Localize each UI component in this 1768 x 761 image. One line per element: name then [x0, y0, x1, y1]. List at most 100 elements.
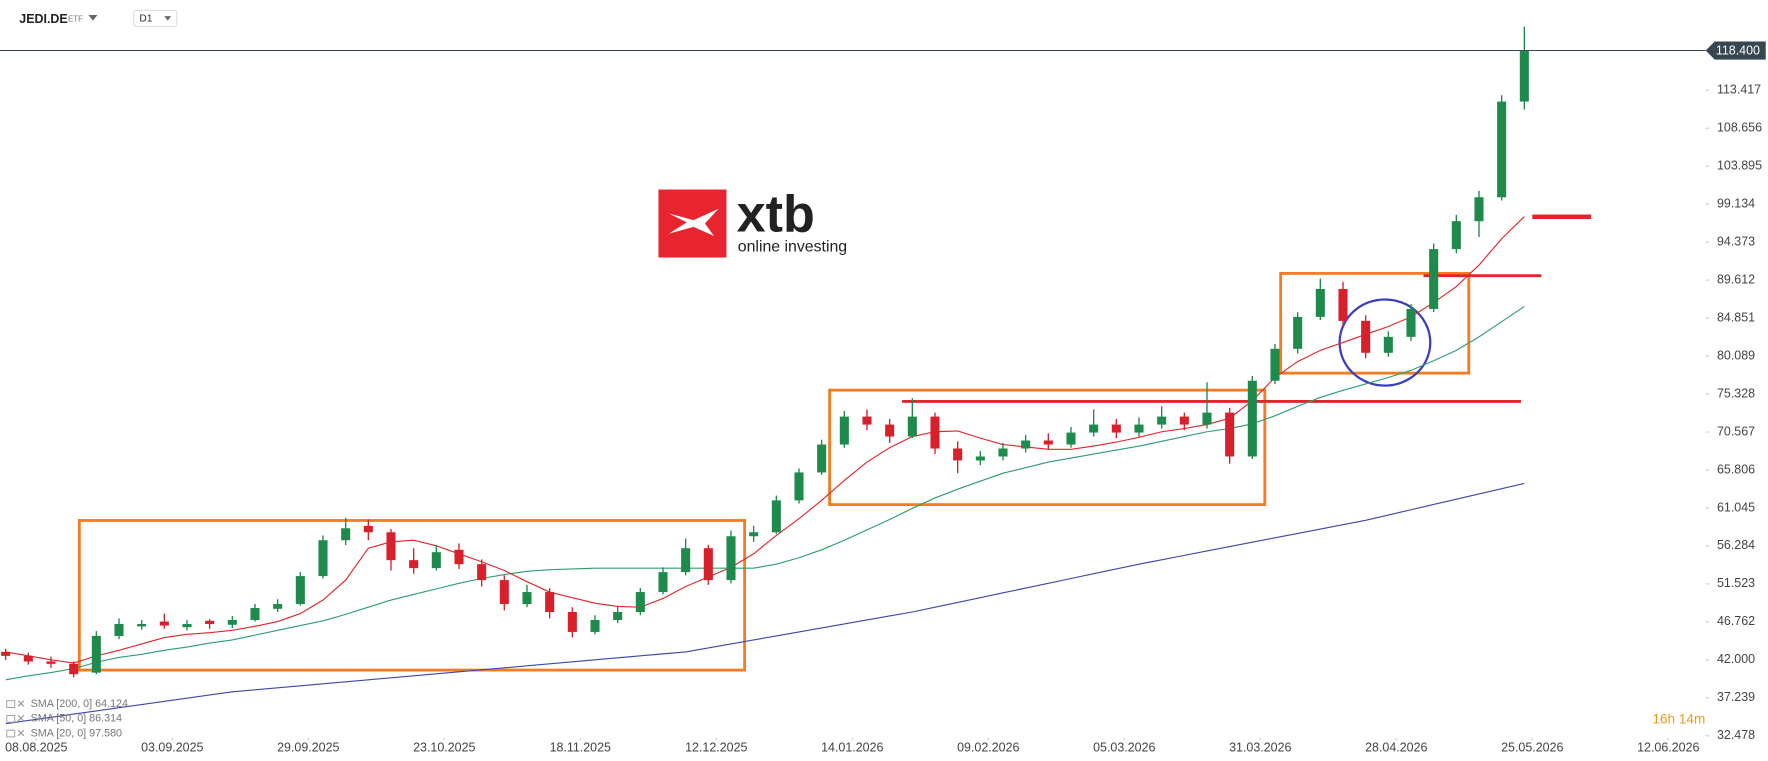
range-box[interactable]	[1279, 271, 1471, 375]
candle-body	[975, 456, 985, 461]
x-tick-label: 05.03.2026	[1093, 741, 1155, 755]
candle-body	[749, 532, 759, 537]
timeframe[interactable]: D1	[139, 14, 152, 25]
y-tick-label: 70.567	[1717, 424, 1755, 438]
candle-body	[567, 612, 577, 632]
candle-body	[386, 532, 396, 561]
candle-body	[1111, 424, 1121, 433]
symbol[interactable]: JEDI.DE	[19, 12, 67, 26]
candle-body	[1497, 101, 1507, 198]
legend-close	[17, 729, 25, 737]
candle-body	[91, 635, 101, 673]
highlight-circle[interactable]	[1338, 298, 1432, 387]
candle-body	[1338, 288, 1348, 321]
candle-body	[431, 552, 441, 569]
candle-body	[635, 592, 645, 613]
annotations	[77, 214, 1592, 672]
y-tick-label: 42.000	[1717, 652, 1755, 666]
candle-body	[23, 655, 33, 662]
legend-label[interactable]: SMA [50, 0] 86.314	[31, 713, 122, 725]
candle-body	[1225, 412, 1235, 457]
candle-body	[1293, 316, 1303, 349]
x-tick-label: 03.09.2025	[141, 741, 203, 755]
candle-body	[182, 623, 192, 628]
candle-body	[794, 472, 804, 501]
candle-body	[953, 448, 963, 461]
candle-body	[477, 564, 487, 581]
y-tick-label: 75.328	[1717, 386, 1755, 400]
range-box[interactable]	[77, 519, 747, 672]
candle-body	[454, 549, 464, 565]
candle-body	[930, 416, 940, 449]
y-tick-label: 103.895	[1717, 158, 1762, 172]
x-tick-label: 18.11.2025	[550, 741, 611, 755]
candle-body	[1361, 320, 1371, 353]
x-tick-label: 28.04.2026	[1365, 741, 1427, 755]
timeframe-box[interactable]	[133, 9, 178, 27]
logo-tagline: online investing	[738, 239, 847, 256]
y-tick-label: 94.373	[1717, 234, 1755, 248]
legend-label[interactable]: SMA [20, 0] 97.580	[31, 727, 122, 739]
candle-body	[1066, 432, 1076, 445]
candle-body	[341, 528, 351, 541]
candle-body	[1089, 424, 1099, 433]
price-label: 118.400	[1716, 43, 1760, 57]
y-tick-label: 89.612	[1717, 272, 1755, 286]
candle-body	[318, 540, 328, 577]
y-tick-label: 65.806	[1717, 462, 1755, 476]
candle-body	[1157, 416, 1167, 425]
candle-body	[409, 560, 419, 569]
y-tick-label: 51.523	[1717, 576, 1755, 590]
candle-body	[885, 424, 895, 437]
y-tick-label: 84.851	[1717, 310, 1755, 324]
candle-body	[1270, 348, 1280, 381]
candle-body	[1451, 221, 1461, 250]
dropdown-arrow[interactable]	[88, 15, 98, 21]
candle-body	[998, 448, 1008, 457]
range-box[interactable]	[828, 388, 1267, 507]
dropdown-arrow[interactable]	[164, 16, 172, 21]
countdown: 16h 14m	[1652, 712, 1705, 727]
x-tick-label: 23.10.2025	[413, 741, 475, 755]
candle-body	[46, 661, 56, 664]
y-tick-label: 56.284	[1717, 538, 1755, 552]
candle-body	[681, 548, 691, 573]
candle-body	[273, 604, 283, 609]
legend-close	[17, 714, 25, 722]
x-tick-label: 12.06.2026	[1637, 741, 1699, 755]
candle-body	[363, 525, 373, 533]
sma-line	[5, 482, 1525, 725]
candle-body	[862, 416, 872, 425]
instrument-type: ETF	[68, 15, 83, 24]
candle-body	[1474, 197, 1484, 222]
candle-body	[1134, 424, 1144, 433]
candle-body	[817, 444, 827, 473]
candle-body	[613, 612, 623, 620]
y-tick-label: 46.762	[1717, 614, 1755, 628]
legend-icon	[6, 729, 16, 738]
x-tick-label: 12.12.2025	[685, 741, 747, 755]
candle-body	[590, 619, 600, 632]
candle-body	[545, 592, 555, 613]
x-tick-label: 25.05.2026	[1501, 741, 1563, 755]
candle-body	[1247, 380, 1257, 457]
candle-body	[1315, 288, 1325, 317]
candle-body	[159, 621, 169, 626]
logo-brand: xtb	[737, 186, 815, 244]
logo-mark	[668, 208, 719, 236]
candle-body	[205, 620, 215, 624]
legend-label[interactable]: SMA [200, 0] 64.124	[31, 698, 128, 710]
x-tick-label: 08.08.2025	[5, 741, 67, 755]
x-tick-label: 09.02.2026	[957, 741, 1019, 755]
candle-body	[658, 572, 668, 593]
candles	[1, 26, 1529, 678]
candle-body	[726, 536, 736, 581]
candle-body	[522, 592, 532, 605]
candle-body	[1043, 440, 1053, 445]
x-tick-label: 31.03.2026	[1229, 741, 1291, 755]
legend-close	[17, 700, 25, 707]
candle-body	[227, 619, 237, 625]
